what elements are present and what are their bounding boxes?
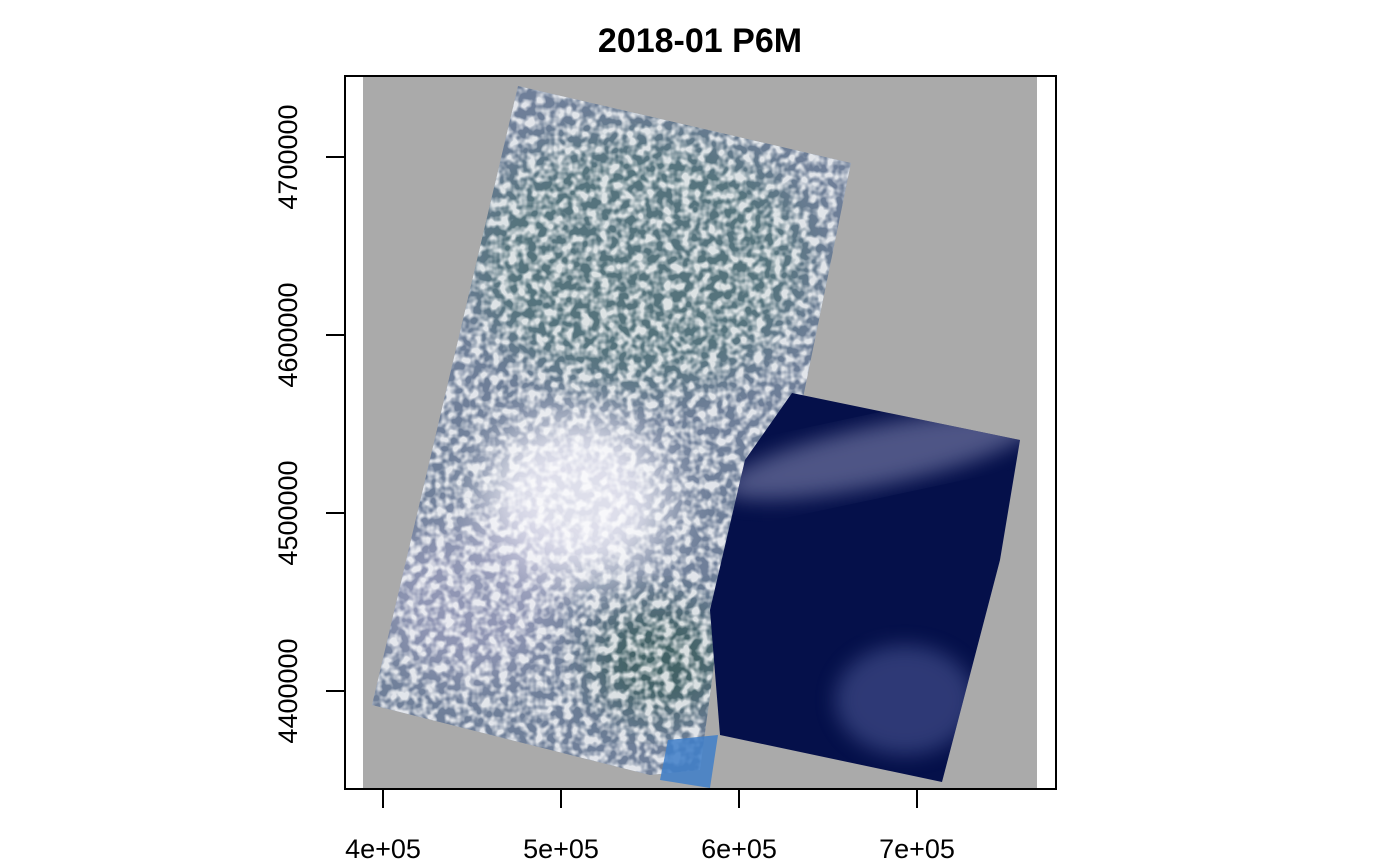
- x-tick-label: 4e+05: [345, 834, 421, 864]
- plot-frame: [344, 75, 1057, 790]
- y-tick-label: 4500000: [273, 460, 303, 565]
- y-tick-label: 4600000: [273, 282, 303, 387]
- x-axis: 4e+05 5e+05 6e+05 7e+05: [345, 789, 955, 864]
- y-tick-label: 4400000: [273, 638, 303, 743]
- x-tick-label: 6e+05: [701, 834, 777, 864]
- plot-title: 2018-01 P6M: [598, 22, 802, 60]
- coastal-shallows: [660, 735, 718, 788]
- x-tick-label: 7e+05: [879, 834, 955, 864]
- scene-tile-east: [710, 393, 1020, 782]
- x-tick-label: 5e+05: [523, 834, 599, 864]
- y-axis: 4400000 4500000 4600000 4700000: [273, 104, 345, 744]
- y-tick-label: 4700000: [273, 104, 303, 209]
